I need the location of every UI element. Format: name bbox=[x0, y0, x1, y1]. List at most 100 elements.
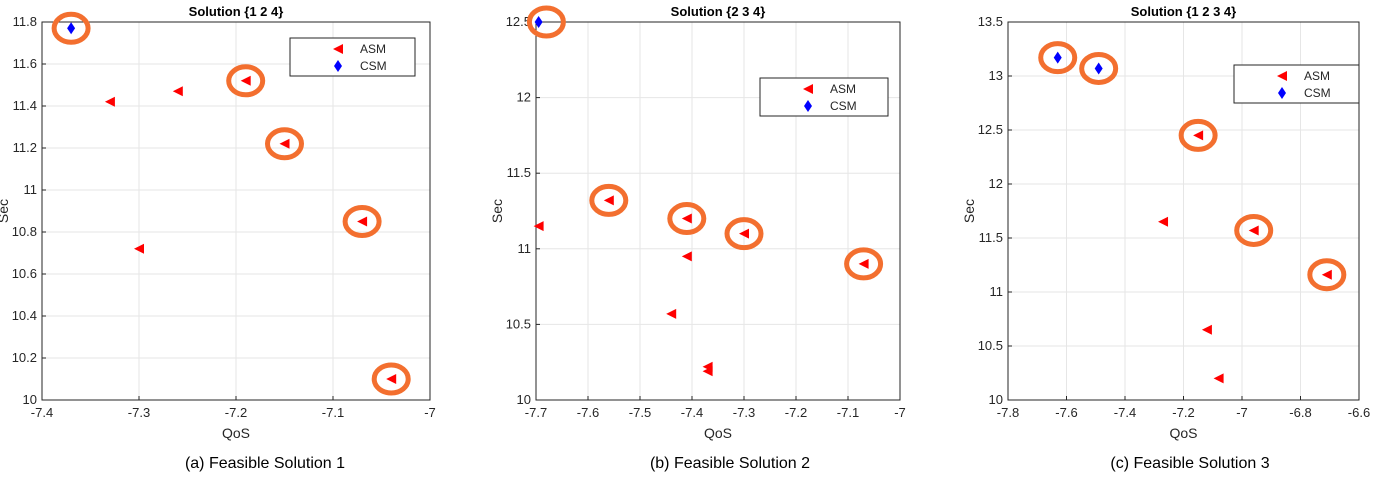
asm-point bbox=[240, 75, 251, 86]
asm-point bbox=[1321, 269, 1332, 280]
x-axis-label: QoS bbox=[222, 425, 250, 441]
legend-asm-marker bbox=[1277, 71, 1287, 81]
plot-frame bbox=[535, 21, 901, 401]
asm-point bbox=[357, 216, 368, 227]
scatter-chart-b: -7.7 -7.6 -7.5 -7.4 -7.3 -7.2 -7.1 -7 10 10.5 11 11… bbox=[489, 4, 906, 441]
highlight-circle bbox=[371, 362, 411, 396]
y-tick-label: 10.4 bbox=[12, 308, 37, 323]
y-tick-label: 13.5 bbox=[978, 14, 1003, 29]
legend-csm-marker bbox=[334, 60, 342, 72]
highlight-circle bbox=[1079, 51, 1119, 85]
y-tick-label: 10.6 bbox=[12, 266, 37, 281]
panel-b: -7.7 -7.6 -7.5 -7.4 -7.3 -7.2 -7.1 -7 10 10.5 11 11… bbox=[460, 0, 920, 450]
x-tick-label: -7.4 bbox=[681, 405, 703, 420]
asm-point bbox=[1193, 130, 1204, 141]
highlight-circle bbox=[342, 205, 382, 238]
asm-point bbox=[681, 213, 692, 224]
y-tick-label: 10 bbox=[23, 392, 37, 407]
y-tick-label: 10.2 bbox=[12, 350, 37, 365]
y-tick-label: 11.8 bbox=[13, 14, 37, 29]
legend: ASM CSM bbox=[1233, 64, 1360, 104]
x-tick-label: -6.8 bbox=[1289, 405, 1311, 420]
legend-box bbox=[1233, 64, 1360, 104]
x-tick-label: -7 bbox=[1236, 405, 1248, 420]
y-tick-label: 10.5 bbox=[506, 316, 531, 331]
legend-asm-marker bbox=[803, 84, 813, 94]
asm-point bbox=[386, 374, 397, 384]
y-tick-label: 11 bbox=[518, 241, 532, 256]
y-tick-label: 11 bbox=[24, 182, 38, 197]
y-tick-label: 10 bbox=[517, 392, 531, 407]
legend-label: CSM bbox=[1304, 86, 1331, 100]
y-tick-label: 11.5 bbox=[507, 165, 531, 180]
asm-point bbox=[603, 195, 614, 206]
x-axis-label: QoS bbox=[704, 425, 732, 441]
legend-label: ASM bbox=[360, 42, 386, 56]
y-tick-label: 10 bbox=[989, 392, 1003, 407]
legend-csm-marker bbox=[1278, 87, 1286, 99]
csm-point bbox=[1094, 62, 1103, 75]
chart-title: Solution {1 2 3 4} bbox=[1131, 4, 1236, 19]
caption-c: (c) Feasible Solution 3 bbox=[1110, 455, 1270, 472]
y-tick-label: 10.5 bbox=[978, 338, 1003, 353]
x-tick-label: -7.1 bbox=[322, 405, 344, 420]
asm-point bbox=[666, 308, 677, 319]
asm-point bbox=[858, 258, 869, 269]
x-tick-label: -7.6 bbox=[1055, 405, 1077, 420]
y-tick-label: 11.4 bbox=[13, 98, 37, 113]
asm-point bbox=[1213, 373, 1224, 384]
legend-label: ASM bbox=[1304, 69, 1330, 83]
asm-point bbox=[1248, 225, 1259, 236]
y-tick-label: 12.5 bbox=[978, 122, 1003, 137]
y-tick-label: 11.6 bbox=[13, 56, 37, 71]
asm-point bbox=[702, 366, 713, 377]
asm-point bbox=[681, 251, 692, 262]
x-tick-label: -7.8 bbox=[997, 405, 1019, 420]
asm-point bbox=[533, 221, 544, 232]
x-tick-label: -7.1 bbox=[837, 405, 859, 420]
y-tick-label: 11 bbox=[990, 284, 1004, 299]
asm-point bbox=[739, 228, 749, 239]
x-tick-label: -7.6 bbox=[577, 405, 599, 420]
legend-csm-marker bbox=[804, 100, 812, 112]
y-tick-label: 13 bbox=[989, 68, 1003, 83]
highlight-circle bbox=[1038, 41, 1078, 75]
highlight-circle bbox=[226, 64, 266, 98]
x-tick-label: -7.3 bbox=[128, 405, 150, 420]
scatter-chart-a: -7.4 -7.3 -7.2 -7.1 -7 10 10.2 10.4 10.6 10.8 11 11… bbox=[0, 4, 436, 441]
highlight-circle bbox=[1307, 258, 1347, 292]
y-tick-label: 12 bbox=[989, 176, 1003, 191]
x-tick-label: -7 bbox=[424, 405, 436, 420]
y-tick-label: 11.5 bbox=[979, 230, 1003, 245]
highlight-circle bbox=[589, 183, 629, 217]
x-axis-label: QoS bbox=[1169, 425, 1197, 441]
legend-asm-marker bbox=[333, 44, 343, 54]
y-axis-label: Sec bbox=[0, 199, 11, 223]
highlight-circle bbox=[526, 5, 566, 39]
chart-title: Solution {1 2 4} bbox=[189, 4, 284, 19]
x-tick-label: -7.4 bbox=[31, 405, 53, 420]
x-tick-label: -7 bbox=[894, 405, 906, 420]
legend: ASM CSM bbox=[759, 77, 889, 117]
highlight-circle bbox=[667, 202, 707, 236]
csm-point bbox=[1053, 51, 1062, 64]
legend: ASM CSM bbox=[289, 37, 416, 77]
panel-c: -7.8 -7.6 -7.4 -7.2 -7 -6.8 -6.6 10 10.5 11 11.5 12… bbox=[920, 0, 1396, 450]
caption-b: (b) Feasible Solution 2 bbox=[649, 455, 811, 472]
highlight-circle bbox=[844, 247, 884, 281]
highlight-circle bbox=[265, 127, 304, 161]
csm-point bbox=[67, 22, 76, 35]
x-tick-label: -7.3 bbox=[733, 405, 755, 420]
scatter-chart-c: -7.8 -7.6 -7.4 -7.2 -7 -6.8 -6.6 10 10.5 11 11.5 12… bbox=[961, 4, 1370, 441]
asm-point bbox=[279, 138, 290, 149]
y-tick-label: 12 bbox=[517, 90, 531, 105]
y-tick-label: 11.2 bbox=[13, 140, 37, 155]
highlight-circle bbox=[724, 217, 764, 251]
x-tick-label: -7.2 bbox=[1172, 405, 1194, 420]
legend-box bbox=[759, 77, 889, 117]
y-tick-label: 12.5 bbox=[506, 14, 531, 29]
asm-point bbox=[1201, 324, 1212, 335]
asm-point bbox=[134, 243, 144, 254]
y-axis-label: Sec bbox=[489, 199, 505, 223]
y-axis-label: Sec bbox=[961, 199, 977, 223]
